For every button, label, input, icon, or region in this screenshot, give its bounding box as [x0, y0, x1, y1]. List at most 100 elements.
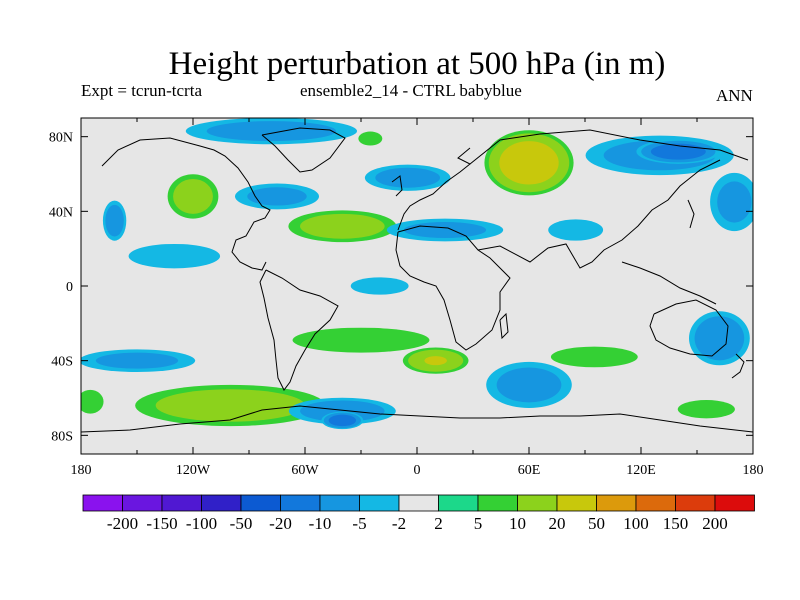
x-tick-label: 0 [414, 463, 421, 478]
x-tick-label: 120E [626, 463, 656, 478]
experiment-label: Expt = tcrun-tcrta [81, 81, 202, 100]
anomaly-region [402, 347, 469, 374]
anomaly-region [486, 361, 572, 408]
colorbar-box [675, 494, 716, 512]
x-tick-label: 180 [71, 463, 92, 478]
colorbar-label: 10 [509, 514, 526, 533]
colorbar-box [556, 494, 597, 512]
colorbar-box [517, 494, 558, 512]
anomaly-region [677, 400, 735, 419]
contour-band [550, 346, 638, 368]
anomaly-region [710, 172, 753, 232]
contour-band [292, 327, 430, 353]
contour-band [717, 181, 752, 223]
figure-title: Height perturbation at 500 hPa (in m) [168, 46, 666, 82]
x-tick-label: 120W [176, 463, 211, 478]
contour-band [358, 131, 383, 146]
colorbar-label: 20 [549, 514, 566, 533]
colorbar-box [359, 494, 400, 512]
colorbar-box [161, 494, 202, 512]
colorbar-label: -5 [352, 514, 366, 533]
anomaly-region [350, 277, 409, 295]
colorbar-box [280, 494, 321, 512]
contour-band [105, 204, 124, 237]
ensemble-label: ensemble2_14 - CTRL babyblue [300, 81, 522, 100]
contour-band [300, 213, 385, 239]
anomaly-region [484, 130, 574, 196]
coastlines [81, 127, 753, 433]
y-tick-label: 80N [49, 131, 73, 146]
contour-band [496, 367, 562, 403]
colorbar-label: -200 [107, 514, 138, 533]
contour-band [375, 167, 441, 188]
colorbar-box [319, 494, 360, 512]
colorbar: -200 -150 -100 -50 -20 -10 -5 -2 2 5 10 20 50 100 150 2… [82, 494, 755, 533]
anomaly-region [81, 349, 196, 372]
contour-band [328, 414, 357, 427]
colorbar-label: 150 [663, 514, 689, 533]
y-tick-label: 80S [51, 429, 73, 444]
contour-band [173, 178, 213, 214]
contour-band [95, 352, 179, 369]
anomaly-region [102, 200, 127, 241]
anomaly-region [185, 118, 357, 145]
contour-band [206, 121, 337, 142]
anomaly-region [234, 183, 320, 210]
colorbar-label: -100 [186, 514, 217, 533]
anomaly-region [548, 219, 604, 241]
y-tick-label: 40N [49, 205, 73, 220]
colorbar-label: -50 [230, 514, 253, 533]
y-tick-label: 0 [66, 280, 73, 295]
anomaly-region [550, 346, 638, 368]
x-tick-label: 60W [291, 463, 319, 478]
contour-band [247, 187, 307, 206]
colorbar-label: 2 [434, 514, 443, 533]
contour-band [694, 316, 745, 361]
colorbar-label: 5 [474, 514, 483, 533]
anomaly-region [135, 384, 326, 427]
anomaly-region [636, 139, 721, 164]
contour-field [81, 118, 753, 430]
season-label: ANN [716, 86, 753, 105]
anomaly-region [292, 327, 430, 353]
contour-band [499, 141, 559, 185]
contour-band [128, 243, 221, 269]
x-tick-label: 180 [743, 463, 764, 478]
anomaly-region [81, 389, 104, 414]
colorbar-box [82, 494, 123, 512]
x-tick-label: 60E [518, 463, 541, 478]
contour-band [81, 389, 104, 414]
colorbar-box [240, 494, 281, 512]
contour-band [350, 277, 409, 295]
colorbar-box [398, 494, 439, 512]
anomaly-region [321, 411, 364, 430]
colorbar-label: -10 [309, 514, 332, 533]
contour-band [548, 219, 604, 241]
contour-band [677, 400, 735, 419]
y-tick-label: 40S [51, 355, 73, 370]
anomaly-region [689, 311, 750, 366]
anomaly-region [288, 397, 396, 425]
anomaly-region [167, 174, 219, 219]
colorbar-box [596, 494, 637, 512]
contour-band [300, 400, 385, 422]
contour-band [155, 389, 305, 422]
anomaly-region [364, 164, 451, 191]
colorbar-box [635, 494, 676, 512]
colorbar-label: -2 [392, 514, 406, 533]
axes: 180 120W 60W 0 60E 120E 180 80N 40N 0 40S 80S [49, 118, 764, 478]
colorbar-box [477, 494, 518, 512]
colorbar-label: 200 [702, 514, 728, 533]
colorbar-box [714, 494, 755, 512]
colorbar-box [438, 494, 479, 512]
colorbar-box [201, 494, 242, 512]
colorbar-label: 50 [588, 514, 605, 533]
colorbar-label: -150 [146, 514, 177, 533]
anomaly-region [358, 131, 383, 146]
colorbar-label: -20 [269, 514, 292, 533]
anomaly-region [288, 210, 397, 243]
anomaly-region [128, 243, 221, 269]
contour-band [403, 221, 487, 239]
colorbar-label: 100 [623, 514, 649, 533]
